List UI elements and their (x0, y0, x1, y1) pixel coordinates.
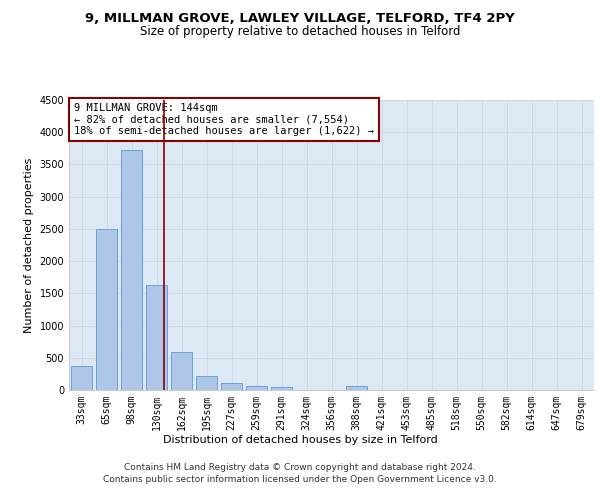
Bar (146, 285, 167, 390)
Bar (96, 229, 117, 390)
Text: Contains HM Land Registry data © Crown copyright and database right 2024.: Contains HM Land Registry data © Crown c… (124, 462, 476, 471)
Bar (121, 150, 142, 390)
Bar (271, 388, 292, 390)
Text: Size of property relative to detached houses in Telford: Size of property relative to detached ho… (140, 25, 460, 38)
Bar (171, 352, 192, 390)
Bar (221, 383, 242, 390)
Text: Contains public sector information licensed under the Open Government Licence v3: Contains public sector information licen… (103, 475, 497, 484)
Text: Distribution of detached houses by size in Telford: Distribution of detached houses by size … (163, 435, 437, 445)
Bar (71, 366, 92, 390)
Y-axis label: Number of detached properties: Number of detached properties (24, 158, 34, 332)
Bar (346, 386, 367, 390)
Bar (196, 376, 217, 390)
Text: 9, MILLMAN GROVE, LAWLEY VILLAGE, TELFORD, TF4 2PY: 9, MILLMAN GROVE, LAWLEY VILLAGE, TELFOR… (85, 12, 515, 26)
Text: 9 MILLMAN GROVE: 144sqm
← 82% of detached houses are smaller (7,554)
18% of semi: 9 MILLMAN GROVE: 144sqm ← 82% of detache… (74, 103, 374, 136)
Bar (246, 386, 267, 390)
